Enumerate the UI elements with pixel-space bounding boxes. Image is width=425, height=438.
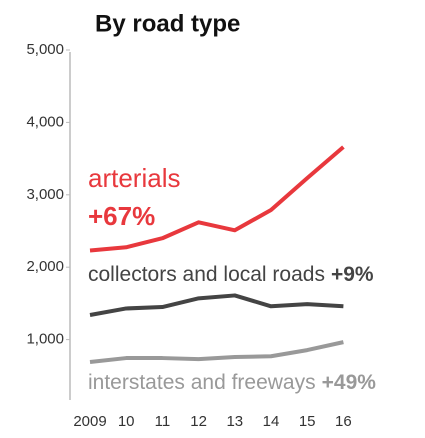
y-tick-label: 4,000 <box>26 113 64 130</box>
series-change: +49% <box>322 371 377 394</box>
x-tick-label: 16 <box>335 413 352 430</box>
series-line <box>89 293 344 317</box>
x-tick-label: 13 <box>226 413 243 430</box>
y-tick-label: 5,000 <box>26 41 64 58</box>
series-change: +67% <box>88 201 155 231</box>
series-change: +9% <box>331 263 374 286</box>
x-tick-label: 2009 <box>73 413 106 430</box>
x-tick-label: 12 <box>190 413 207 430</box>
series-line <box>89 145 345 253</box>
y-tick-label: 3,000 <box>26 186 64 203</box>
y-tick-label: 1,000 <box>26 331 64 348</box>
x-tick-label: 14 <box>263 413 280 430</box>
y-tick-label: 2,000 <box>26 258 64 275</box>
series-label: interstates and freeways +49% <box>88 371 376 394</box>
series-line <box>89 340 344 365</box>
series-name: interstates and freeways <box>88 371 316 394</box>
series-label: arterials <box>88 163 180 193</box>
series-label: collectors and local roads +9% <box>88 263 374 286</box>
chart-title: By road type <box>95 10 240 37</box>
series-name: collectors and local roads <box>88 263 325 286</box>
x-tick-label: 11 <box>155 413 171 430</box>
x-tick-label: 10 <box>118 413 135 430</box>
x-tick-label: 15 <box>299 413 316 430</box>
